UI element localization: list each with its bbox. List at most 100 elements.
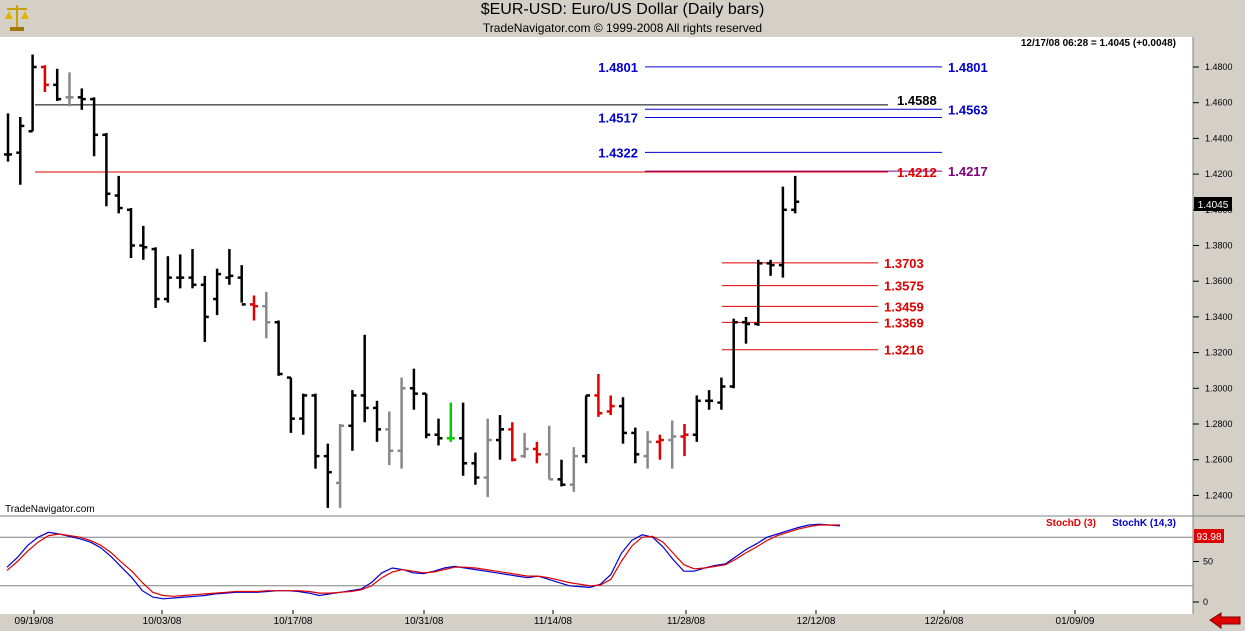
date-tick-label: 01/09/09 [1056, 616, 1095, 627]
ohlc-bar [16, 116, 25, 185]
ohlc-bar [446, 402, 455, 442]
price-tick-label: 1.2400 [1205, 490, 1233, 500]
ohlc-bar [545, 425, 554, 481]
ohlc-bar [274, 320, 283, 376]
ohlc-bar [766, 259, 775, 276]
price-tick-label: 1.3600 [1205, 276, 1233, 286]
level-label: 1.4212 [897, 165, 937, 180]
ohlc-bar [373, 400, 381, 442]
ohlc-bar [77, 88, 86, 110]
legend-stoch-k: StochK (14,3) [1112, 518, 1176, 529]
level-label: 1.3216 [884, 343, 924, 358]
ohlc-bar [692, 395, 701, 442]
watermark: TradeNavigator.com [5, 504, 95, 515]
stoch-tick-label: 0 [1203, 597, 1208, 607]
date-tick-label: 10/03/08 [143, 616, 182, 627]
current-price-label: 1.4045 [1198, 200, 1229, 211]
quote-line: 12/17/08 06:28 = 1.4045 (+0.0048) [1021, 38, 1176, 49]
price-tick-label: 1.3000 [1205, 383, 1233, 393]
ohlc-bar [40, 65, 49, 92]
ohlc-bar [705, 390, 714, 410]
level-label: 1.4563 [948, 102, 988, 117]
ohlc-bar [594, 374, 603, 417]
stochastic-axis: 50 0 [1193, 557, 1213, 607]
ohlc-bar [397, 377, 406, 469]
ohlc-bar [336, 424, 345, 508]
price-level-lines: 1.4801 1.4801 1.4563 1.4517 1.4588 1.4322 1.42… [35, 60, 988, 358]
ohlc-bar [262, 291, 271, 339]
ohlc-bar [508, 422, 517, 462]
ohlc-bar [742, 316, 750, 344]
ohlc-bar [299, 393, 308, 435]
price-tick-label: 1.2800 [1205, 419, 1233, 429]
ohlc-bar [311, 393, 320, 469]
ohlc-bar [188, 249, 197, 289]
level-label: 1.3459 [884, 299, 924, 314]
price-tick-label: 1.4800 [1205, 62, 1233, 72]
ohlc-bar [754, 259, 763, 326]
ohlc-bar [200, 275, 209, 342]
price-tick-label: 1.4600 [1205, 98, 1233, 108]
price-tick-label: 1.4400 [1205, 133, 1233, 143]
ohlc-bar [532, 441, 541, 464]
ohlc-bar [668, 420, 677, 469]
level-label: 1.4517 [598, 111, 638, 126]
date-tick-label: 09/19/08 [15, 616, 54, 627]
ohlc-bar [778, 186, 787, 278]
stochastic-plot-background [0, 517, 1193, 614]
ohlc-bar [631, 427, 640, 464]
ohlc-bar [225, 249, 234, 285]
ohlc-bar [65, 72, 74, 107]
date-tick-label: 12/26/08 [925, 616, 964, 627]
price-tick-label: 1.4200 [1205, 169, 1233, 179]
price-tick-label: 1.3800 [1205, 241, 1233, 251]
ohlc-bar [385, 411, 394, 466]
ohlc-bar [28, 54, 37, 133]
ohlc-bar [114, 175, 123, 214]
ohlc-bars [4, 54, 800, 508]
stoch-current-value-label: 93.98 [1196, 532, 1221, 543]
level-label: 1.4322 [598, 145, 638, 160]
ohlc-bar [791, 175, 800, 214]
ohlc-bar [360, 334, 369, 423]
stoch-series-line [6, 524, 840, 597]
ohlc-bar [127, 208, 135, 258]
ohlc-bar [619, 397, 627, 444]
ohlc-bar [53, 68, 62, 101]
ohlc-bar [90, 97, 99, 157]
scroll-left-button[interactable] [1208, 612, 1242, 629]
ohlc-bar [434, 418, 443, 446]
level-label: 1.3369 [884, 315, 924, 330]
date-tick-label: 12/12/08 [797, 616, 836, 627]
chart-title: $EUR-USD: Euro/US Dollar (Daily bars) [480, 1, 765, 18]
price-tick-label: 1.3200 [1205, 348, 1233, 358]
current-price-marker: 1.4045 [1194, 197, 1232, 211]
ohlc-bar [557, 459, 566, 487]
ohlc-bar [102, 133, 111, 207]
ohlc-bar [163, 256, 172, 303]
ohlc-bar [422, 392, 431, 439]
ohlc-bar [520, 432, 529, 458]
stoch-legend: StochD (3) StochK (14,3) [1046, 518, 1176, 529]
date-tick-label: 10/17/08 [274, 616, 313, 627]
price-axis: 1.48001.46001.44001.42001.40001.38001.36… [1193, 62, 1233, 500]
level-label: 1.4801 [598, 60, 638, 75]
ohlc-bar [409, 368, 418, 410]
stoch-tick-label: 50 [1203, 557, 1213, 567]
ohlc-bar [176, 254, 185, 289]
ohlc-bar [151, 247, 160, 308]
date-tick-label: 10/31/08 [405, 616, 444, 627]
price-tick-label: 1.3400 [1205, 312, 1233, 322]
date-axis: 09/19/08 10/03/08 10/17/08 10/31/08 11/14/08… [15, 610, 1095, 627]
scales-logo-icon [5, 5, 29, 31]
ohlc-bar [471, 452, 480, 485]
chart-subtitle: TradeNavigator.com © 1999-2008 All right… [482, 21, 763, 35]
ohlc-bar [250, 295, 258, 321]
level-label: 1.4217 [948, 164, 988, 179]
title-bar: $EUR-USD: Euro/US Dollar (Daily bars) Tr… [0, 0, 1245, 37]
ohlc-bar [569, 447, 578, 492]
level-label: 1.3703 [884, 256, 924, 271]
level-label: 1.4801 [948, 60, 988, 75]
stoch-value-marker: 93.98 [1194, 529, 1224, 543]
